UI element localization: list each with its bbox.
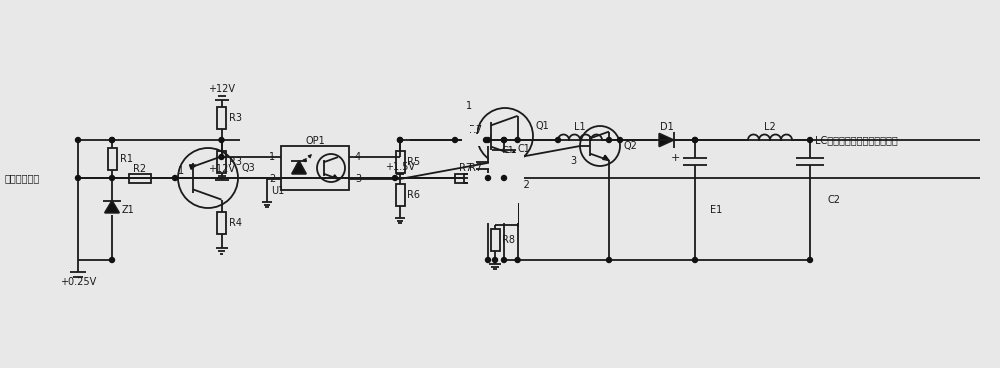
Text: Z2: Z2 <box>518 180 531 190</box>
Text: R1: R1 <box>120 154 133 164</box>
Text: R2: R2 <box>133 164 147 174</box>
Bar <box>468 173 518 223</box>
Circle shape <box>502 258 507 262</box>
Circle shape <box>692 138 698 142</box>
Text: 2: 2 <box>269 174 275 184</box>
Circle shape <box>808 138 812 142</box>
Text: OP1: OP1 <box>305 136 325 146</box>
Bar <box>281 146 349 190</box>
Circle shape <box>110 138 114 142</box>
Polygon shape <box>603 155 609 160</box>
Polygon shape <box>497 178 511 190</box>
Text: R4: R4 <box>228 217 242 227</box>
Text: 1: 1 <box>178 166 184 176</box>
Text: Q2: Q2 <box>624 141 638 151</box>
Bar <box>396 151 404 173</box>
Circle shape <box>484 138 488 142</box>
Text: Q1: Q1 <box>536 121 550 131</box>
Text: C2: C2 <box>828 195 841 205</box>
Text: 3: 3 <box>570 156 576 166</box>
Text: 阻抗测试信号: 阻抗测试信号 <box>5 173 40 183</box>
Bar <box>464 173 488 183</box>
Text: R3: R3 <box>228 157 242 167</box>
Polygon shape <box>105 201 119 213</box>
Text: R7: R7 <box>469 163 483 173</box>
Bar <box>108 148 116 170</box>
Circle shape <box>502 138 507 142</box>
Circle shape <box>110 258 114 262</box>
Circle shape <box>398 138 402 142</box>
Text: +0.25V: +0.25V <box>60 277 96 287</box>
Bar <box>129 173 151 183</box>
Circle shape <box>808 258 812 262</box>
Circle shape <box>110 176 114 180</box>
Text: U1: U1 <box>271 186 284 196</box>
Circle shape <box>219 155 224 159</box>
Text: +12V: +12V <box>208 84 235 94</box>
Bar <box>489 153 524 203</box>
Circle shape <box>173 176 178 180</box>
Bar <box>455 173 477 183</box>
Text: +12V: +12V <box>208 164 235 174</box>
Polygon shape <box>190 165 196 169</box>
Text: LC调谐滤波器中可调电容器上: LC调谐滤波器中可调电容器上 <box>815 135 898 145</box>
Circle shape <box>502 176 507 180</box>
Circle shape <box>76 176 80 180</box>
Text: R6: R6 <box>407 190 420 200</box>
Circle shape <box>76 138 80 142</box>
Text: R8: R8 <box>502 235 515 245</box>
Text: D1: D1 <box>660 122 674 132</box>
Polygon shape <box>511 151 518 156</box>
Bar <box>217 151 226 173</box>
Text: C1: C1 <box>502 146 515 156</box>
Text: L1: L1 <box>574 122 586 132</box>
Circle shape <box>606 138 612 142</box>
Circle shape <box>492 258 498 262</box>
Text: 1: 1 <box>484 215 490 225</box>
Text: Z2: Z2 <box>502 193 515 203</box>
Bar <box>217 212 226 234</box>
Circle shape <box>515 258 520 262</box>
Text: R5: R5 <box>407 157 420 167</box>
Circle shape <box>486 176 490 180</box>
Circle shape <box>692 258 698 262</box>
Polygon shape <box>659 134 674 146</box>
Text: +: + <box>671 153 680 163</box>
Text: Q3: Q3 <box>242 163 256 173</box>
Circle shape <box>110 138 114 142</box>
Bar <box>217 107 226 129</box>
Circle shape <box>692 138 698 142</box>
Text: R3: R3 <box>228 113 242 123</box>
Bar <box>396 184 404 206</box>
Circle shape <box>606 258 612 262</box>
Bar <box>462 134 490 146</box>
Text: R7: R7 <box>469 125 483 135</box>
Text: 4: 4 <box>355 152 361 162</box>
Circle shape <box>486 258 490 262</box>
Text: R7: R7 <box>459 163 473 173</box>
Text: C1: C1 <box>518 144 531 154</box>
Text: E1: E1 <box>710 205 722 215</box>
Text: 1: 1 <box>466 101 472 111</box>
Circle shape <box>486 138 490 142</box>
Circle shape <box>502 138 507 142</box>
Text: 3: 3 <box>355 174 361 184</box>
Circle shape <box>219 138 224 142</box>
Polygon shape <box>292 161 306 174</box>
Text: +1.5V: +1.5V <box>385 162 415 172</box>
Text: 1: 1 <box>269 152 275 162</box>
Circle shape <box>618 138 622 142</box>
Circle shape <box>392 176 398 180</box>
Circle shape <box>452 138 458 142</box>
Circle shape <box>515 138 520 142</box>
Polygon shape <box>333 175 338 179</box>
Text: L2: L2 <box>764 122 776 132</box>
Polygon shape <box>481 191 495 203</box>
Bar <box>462 126 477 132</box>
Circle shape <box>556 138 560 142</box>
Bar <box>464 135 488 145</box>
Circle shape <box>398 138 402 142</box>
Text: Z1: Z1 <box>122 205 135 215</box>
Bar <box>490 229 500 251</box>
